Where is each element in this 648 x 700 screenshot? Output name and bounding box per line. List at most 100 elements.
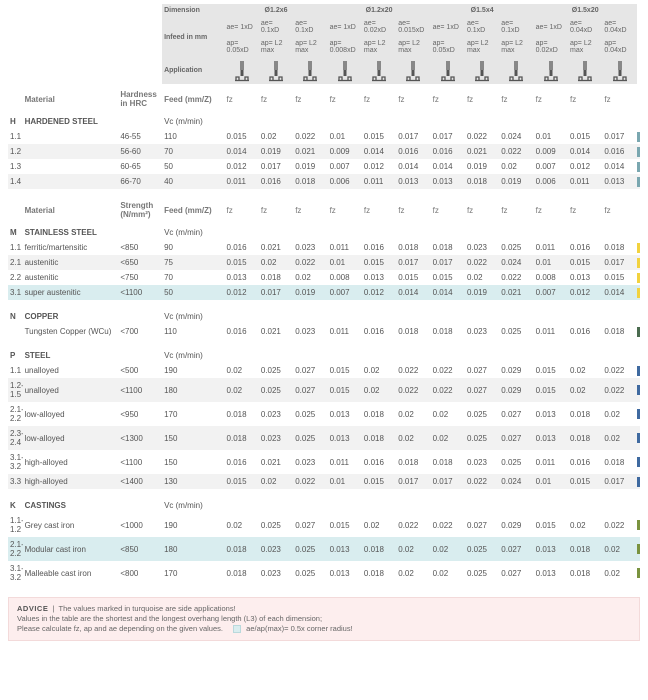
val-0: 0.016 bbox=[225, 450, 259, 474]
val-6: 0.015 bbox=[431, 270, 465, 285]
val-10: 0.015 bbox=[568, 474, 602, 489]
row-mat: Modular cast iron bbox=[23, 537, 119, 561]
vc-label: Vc (m/min) bbox=[162, 306, 224, 324]
row-mat: Tungsten Copper (WCu) bbox=[23, 324, 119, 339]
row-hard: <850 bbox=[118, 240, 162, 255]
row-mat: low-alloyed bbox=[23, 402, 119, 426]
row-vc: 180 bbox=[162, 378, 224, 402]
sec-code: N bbox=[8, 306, 23, 324]
val-7: 0.025 bbox=[465, 402, 499, 426]
val-2: 0.023 bbox=[293, 450, 327, 474]
val-2: 0.027 bbox=[293, 363, 327, 378]
val-5: 0.017 bbox=[396, 129, 430, 144]
val-1: 0.02 bbox=[259, 129, 293, 144]
row-num: 2.1-2.2 bbox=[8, 402, 23, 426]
val-6: 0.014 bbox=[431, 159, 465, 174]
footer-l1: The values marked in turquoise are side … bbox=[59, 604, 236, 613]
val-8: 0.024 bbox=[499, 474, 533, 489]
val-8: 0.024 bbox=[499, 255, 533, 270]
val-5: 0.017 bbox=[396, 255, 430, 270]
app-icon-8 bbox=[499, 57, 533, 84]
app-icon-3 bbox=[328, 57, 362, 84]
row-hard: <1100 bbox=[118, 450, 162, 474]
val-6: 0.018 bbox=[431, 240, 465, 255]
val-3: 0.007 bbox=[328, 159, 362, 174]
fz-4: fz bbox=[362, 84, 396, 111]
val-0: 0.018 bbox=[225, 426, 259, 450]
val-9: 0.015 bbox=[534, 363, 568, 378]
row-hard: <750 bbox=[118, 270, 162, 285]
val-2: 0.022 bbox=[293, 474, 327, 489]
row-mat: unalloyed bbox=[23, 378, 119, 402]
val-8: 0.027 bbox=[499, 402, 533, 426]
val-5: 0.022 bbox=[396, 513, 430, 537]
vc-label: Vc (m/min) bbox=[162, 345, 224, 363]
table-row: 2.1austenitic<650750.0150.020.0220.010.0… bbox=[8, 255, 640, 270]
val-10: 0.012 bbox=[568, 285, 602, 300]
val-8: 0.027 bbox=[499, 426, 533, 450]
grp-1: Ø1.2x20 bbox=[328, 4, 431, 17]
val-8: 0.025 bbox=[499, 324, 533, 339]
val-6: 0.016 bbox=[431, 144, 465, 159]
val-4: 0.013 bbox=[362, 270, 396, 285]
row-mat: high-alloyed bbox=[23, 474, 119, 489]
row-vc: 110 bbox=[162, 129, 224, 144]
fz-11: fz bbox=[602, 195, 636, 222]
sec-code: M bbox=[8, 222, 23, 240]
cutting-data-table: Dimension Ø1.2x6 Ø1.2x20 Ø1.5x4 Ø1.5x20 … bbox=[8, 4, 640, 591]
val-1: 0.016 bbox=[259, 174, 293, 189]
val-5: 0.014 bbox=[396, 159, 430, 174]
val-10: 0.015 bbox=[568, 129, 602, 144]
row-mat: Malleable cast iron bbox=[23, 561, 119, 585]
table-row: 1.1ferritic/martensitic<850900.0160.0210… bbox=[8, 240, 640, 255]
table-row: 3.1super austenitic<1100500.0120.0170.01… bbox=[8, 285, 640, 300]
val-5: 0.022 bbox=[396, 378, 430, 402]
fz-2: fz bbox=[293, 84, 327, 111]
grp-2: Ø1.5x4 bbox=[431, 4, 534, 17]
val-1: 0.025 bbox=[259, 513, 293, 537]
val-2: 0.025 bbox=[293, 537, 327, 561]
val-1: 0.02 bbox=[259, 474, 293, 489]
val-5: 0.018 bbox=[396, 324, 430, 339]
val-2: 0.022 bbox=[293, 255, 327, 270]
val-5: 0.017 bbox=[396, 474, 430, 489]
val-11: 0.017 bbox=[602, 255, 636, 270]
val-0: 0.02 bbox=[225, 363, 259, 378]
row-vc: 130 bbox=[162, 474, 224, 489]
row-hard: <1100 bbox=[118, 285, 162, 300]
val-7: 0.022 bbox=[465, 255, 499, 270]
val-11: 0.013 bbox=[602, 174, 636, 189]
val-5: 0.02 bbox=[396, 561, 430, 585]
val-3: 0.01 bbox=[328, 129, 362, 144]
val-11: 0.02 bbox=[602, 561, 636, 585]
sec-name: HARDENED STEEL bbox=[23, 111, 119, 129]
ap-1: ap= L2 max bbox=[259, 37, 293, 57]
val-0: 0.018 bbox=[225, 402, 259, 426]
val-11: 0.02 bbox=[602, 402, 636, 426]
val-11: 0.022 bbox=[602, 513, 636, 537]
val-5: 0.015 bbox=[396, 270, 430, 285]
val-1: 0.021 bbox=[259, 324, 293, 339]
row-mat bbox=[23, 159, 119, 174]
val-9: 0.015 bbox=[534, 513, 568, 537]
val-2: 0.022 bbox=[293, 129, 327, 144]
lbl-feed: Feed (mm/Z) bbox=[162, 84, 224, 111]
val-10: 0.016 bbox=[568, 240, 602, 255]
val-9: 0.01 bbox=[534, 255, 568, 270]
app-icon-4 bbox=[362, 57, 396, 84]
val-0: 0.012 bbox=[225, 159, 259, 174]
ap-11: ap= 0.04xD bbox=[602, 37, 636, 57]
fz-2: fz bbox=[293, 195, 327, 222]
row-num: 3.1-3.2 bbox=[8, 561, 23, 585]
val-9: 0.013 bbox=[534, 402, 568, 426]
val-2: 0.02 bbox=[293, 270, 327, 285]
val-6: 0.017 bbox=[431, 129, 465, 144]
val-10: 0.02 bbox=[568, 378, 602, 402]
row-vc: 40 bbox=[162, 174, 224, 189]
val-11: 0.014 bbox=[602, 159, 636, 174]
val-3: 0.011 bbox=[328, 450, 362, 474]
val-10: 0.02 bbox=[568, 513, 602, 537]
val-8: 0.025 bbox=[499, 240, 533, 255]
ae-11: ae= 0.04xD bbox=[602, 17, 636, 37]
val-1: 0.023 bbox=[259, 402, 293, 426]
